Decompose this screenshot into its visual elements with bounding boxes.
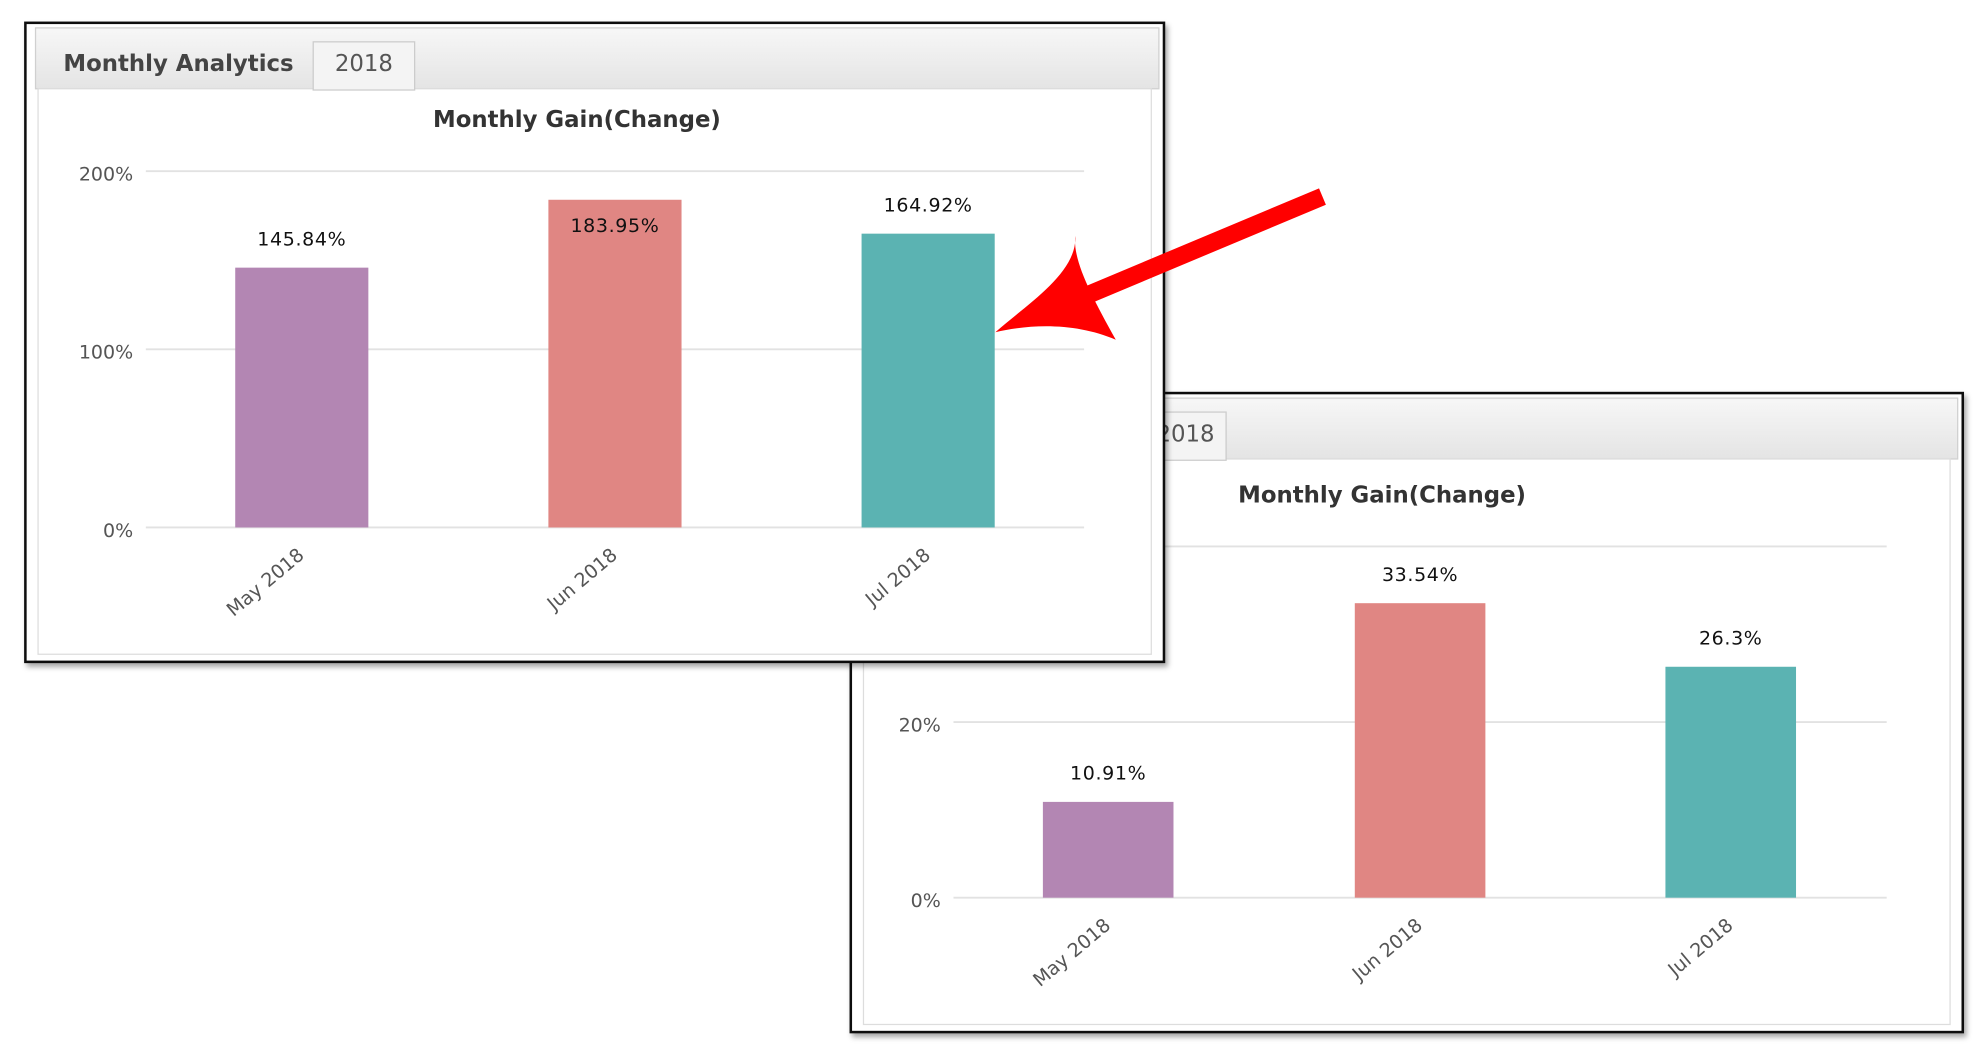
- tab-label: 2018: [335, 51, 393, 77]
- bar: [861, 233, 995, 528]
- tab-label: Monthly Analytics: [63, 51, 293, 77]
- bar: [1042, 801, 1174, 898]
- bar: [1354, 603, 1486, 898]
- panel: Monthly Analytics 2018 Monthly Gain(Change…: [24, 21, 1166, 664]
- arrow-shaft: [1067, 188, 1326, 310]
- bar: [1665, 666, 1797, 898]
- value-label: 183.95%: [570, 215, 659, 237]
- bar: [548, 199, 682, 528]
- y-tick-label: 200%: [79, 163, 133, 185]
- arrow-head: [995, 235, 1116, 340]
- tab-bar: [34, 27, 1160, 90]
- value-label: 26.3%: [1699, 627, 1763, 649]
- chart-title: Monthly Gain(Change): [1238, 482, 1526, 508]
- y-tick-label: 100%: [79, 342, 133, 364]
- arrow: [995, 188, 1326, 340]
- value-label: 145.84%: [257, 228, 346, 250]
- y-tick-label: 0%: [911, 890, 941, 912]
- value-label: 10.91%: [1070, 762, 1146, 784]
- chart-title: Monthly Gain(Change): [433, 107, 721, 133]
- value-label: 33.54%: [1382, 564, 1458, 586]
- tab-label: 2018: [1156, 421, 1214, 447]
- value-label: 164.92%: [884, 194, 973, 216]
- y-tick-label: 0%: [103, 520, 133, 542]
- bar: [235, 267, 369, 528]
- y-tick-label: 20%: [899, 714, 941, 736]
- tab[interactable]: [312, 41, 416, 91]
